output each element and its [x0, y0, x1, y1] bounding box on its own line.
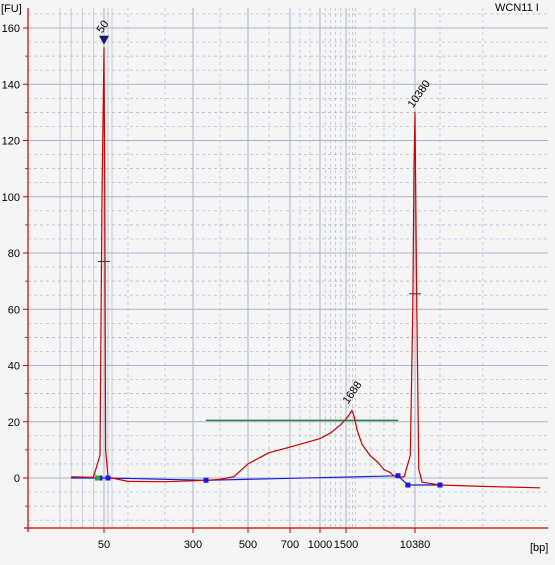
x-tick-label: 50: [98, 539, 110, 551]
y-tick-label: 80: [8, 248, 20, 260]
x-tick-label: 1500: [334, 539, 358, 551]
x-axis-label: [bp]: [530, 542, 548, 554]
x-tick-label: 300: [184, 539, 202, 551]
y-tick-label: 160: [2, 23, 20, 35]
axes: [23, 8, 548, 533]
lower-marker-triangle: [99, 35, 109, 45]
y-tick-label: 140: [2, 79, 20, 91]
lower-marker-start-point: [95, 475, 100, 481]
grid: [28, 8, 548, 528]
x-tick-label: 1000: [308, 539, 332, 551]
sample-name: WCN11 I: [495, 2, 539, 14]
baseline-point: [203, 477, 209, 483]
y-axis-label: [FU]: [1, 3, 22, 15]
baseline-point: [105, 475, 111, 481]
trace-line: [71, 47, 541, 489]
y-tick-label: 60: [8, 304, 20, 316]
y-tick-label: 120: [2, 136, 20, 148]
baseline-point: [437, 482, 443, 488]
y-tick-label: 0: [14, 473, 20, 485]
tick-labels: 0 20 40 60 80 100 120 140 160 50 300 500 700 1000 1500…: [2, 23, 431, 551]
baseline-point: [395, 473, 401, 479]
y-tick-label: 20: [8, 417, 20, 429]
lower-marker-label: 50: [95, 18, 112, 35]
baseline-point: [405, 482, 411, 488]
y-tick-label: 100: [2, 192, 20, 204]
x-tick-label: 10380: [400, 539, 431, 551]
x-tick-label: 500: [239, 539, 257, 551]
x-tick-label: 700: [281, 539, 299, 551]
y-tick-label: 40: [8, 361, 20, 373]
